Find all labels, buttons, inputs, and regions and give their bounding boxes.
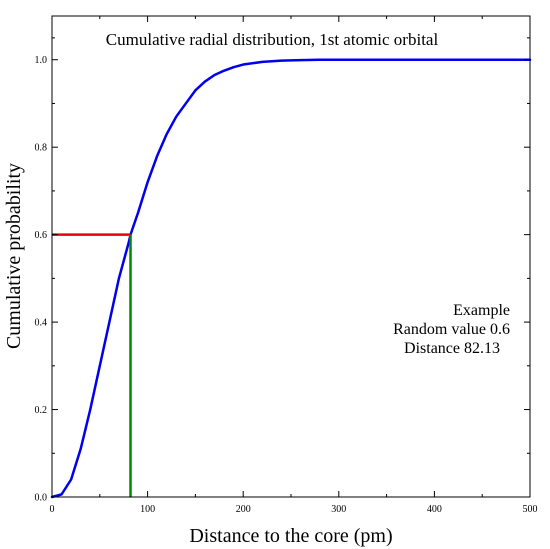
annotation-line-2: Random value 0.6 [393, 321, 510, 338]
y-axis-label: Cumulative probability [3, 163, 25, 349]
x-tick-label: 0 [50, 504, 55, 515]
x-tick-label: 200 [236, 504, 251, 515]
y-tick-label: 0.8 [35, 143, 48, 154]
y-tick-label: 0.2 [35, 405, 48, 416]
chart-title: Cumulative radial distribution, 1st atom… [106, 30, 439, 49]
series-line-0 [50, 58, 532, 499]
plot-area [50, 58, 532, 499]
y-axis: 0.0 0.2 0.4 0.6 0.8 1.0 [35, 37, 530, 504]
y-tick-label: 0.0 [35, 493, 48, 504]
y-tick-label: 0.4 [35, 318, 48, 329]
y-tick-label: 1.0 [35, 55, 48, 66]
x-axis-label: Distance to the core (pm) [189, 525, 392, 547]
annotation: Example Random value 0.6 Distance 82.13 [393, 302, 510, 357]
x-tick-label: 400 [427, 504, 442, 515]
x-tick-label: 300 [331, 504, 346, 515]
annotation-line-3: Distance 82.13 [404, 340, 500, 357]
annotation-line-1: Example [453, 302, 510, 319]
x-axis: 0 100 200 300 400 500 [50, 16, 538, 515]
y-tick-label: 0.6 [35, 230, 48, 241]
x-tick-label: 100 [140, 504, 155, 515]
x-tick-label: 500 [523, 504, 538, 515]
